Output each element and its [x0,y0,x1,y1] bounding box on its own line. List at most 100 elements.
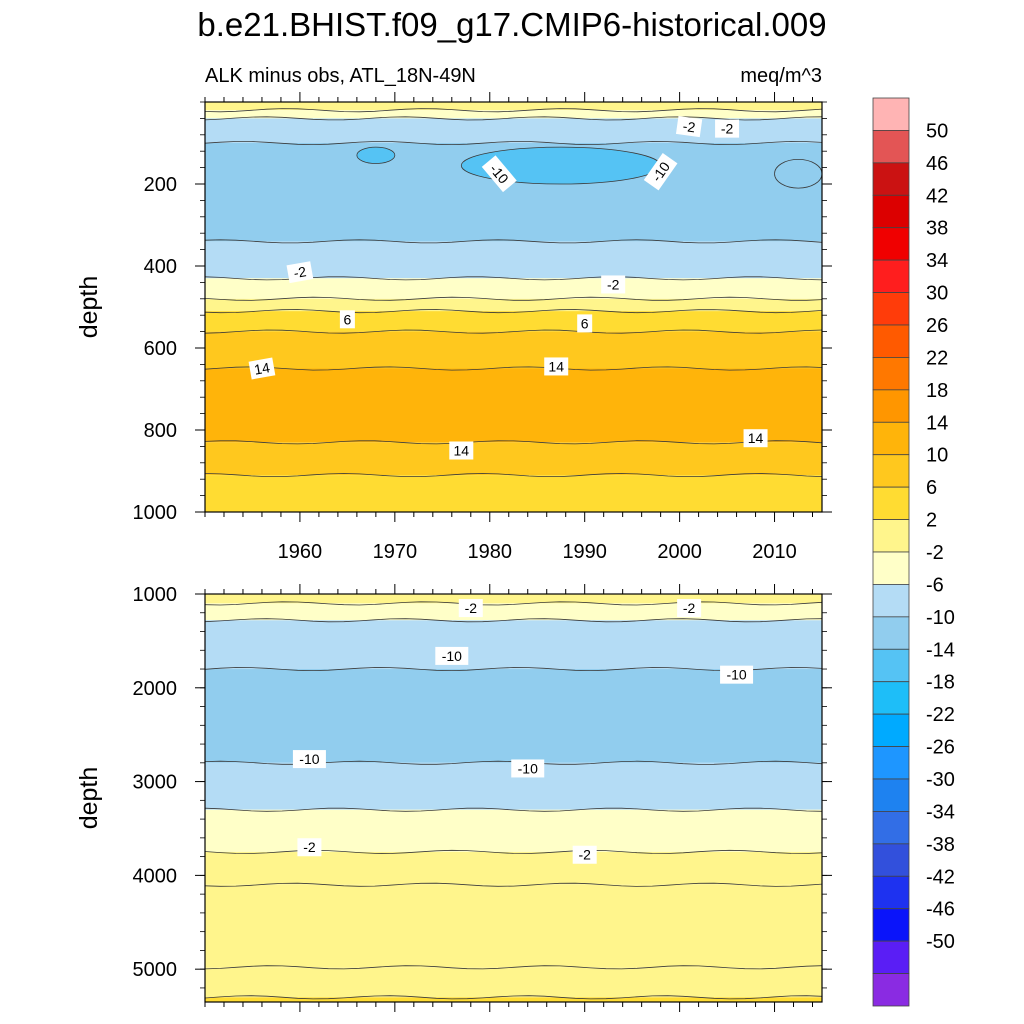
contour-label: 6 [340,310,355,328]
x-tick-label: 1970 [373,541,418,563]
svg-text:14: 14 [454,443,470,459]
svg-text:-2: -2 [465,600,478,616]
colorbar-label: 6 [926,477,937,499]
colorbar-label: 2 [926,510,937,532]
y-tick-label: 800 [144,420,177,442]
colorbar-swatch [873,390,909,422]
svg-text:-2: -2 [682,118,697,136]
y-tick-label: 2000 [133,678,178,700]
colorbar-swatch [873,779,909,811]
colorbar-label: 26 [926,315,948,337]
contour-label: 14 [744,429,768,447]
y-tick-label: 1000 [133,584,178,606]
y-tick-label: 3000 [133,772,178,794]
colorbar-swatch [873,747,909,779]
svg-text:14: 14 [548,358,564,374]
colorbar-label: 42 [926,185,948,207]
colorbar-label: 14 [926,412,948,434]
contour-label: -10 [511,759,544,777]
svg-text:-2: -2 [683,600,696,616]
colorbar-swatch [873,682,909,714]
contour-label: -10 [293,750,326,768]
x-tick-label: 1960 [278,541,323,563]
contour-band [205,885,822,968]
y-tick-label: 5000 [133,959,178,981]
svg-text:-10: -10 [726,667,746,683]
colorbar-swatch [873,649,909,681]
y-tick-label: 4000 [133,865,178,887]
colorbar-label: -2 [926,542,944,564]
y-axis-label: depth [75,767,103,830]
y-axis-label: depth [75,276,103,339]
colorbar-swatch [873,811,909,843]
contour-band [205,475,822,512]
colorbar-label: -30 [926,769,955,791]
svg-text:-2: -2 [607,276,620,292]
colorbar-label: 34 [926,250,948,272]
colorbar-label: -38 [926,834,955,856]
contour-label: -2 [573,846,597,864]
contour-label: -2 [601,275,625,293]
contour-band [205,311,822,332]
y-tick-label: 200 [144,174,177,196]
colorbar-swatch [873,130,909,162]
colorbar-swatch [873,876,909,908]
colorbar-swatch [873,98,909,130]
colorbar-swatch [873,195,909,227]
colorbar-swatch [873,974,909,1006]
colorbar-label: -42 [926,866,955,888]
colorbar-label: 18 [926,380,948,402]
colorbar-swatch [873,487,909,519]
upper-panel: 200 400 600 800 1000 1960 1970 1980 1990 2000 2010… [75,92,832,563]
lower-panel: 1000 2000 3000 4000 5000 depth -2 -2 -10 -10 -10 -1… [75,584,832,1012]
colorbar-swatch [873,357,909,389]
svg-text:-10: -10 [518,760,538,776]
colorbar-label: -46 [926,899,955,921]
colorbar-swatch [873,941,909,973]
colorbar-swatch [873,844,909,876]
colorbar-label: -6 [926,574,944,596]
svg-text:-2: -2 [721,121,734,137]
contour-band [205,967,822,997]
y-tick-label: 1000 [133,502,178,524]
colorbar-swatch [873,584,909,616]
svg-text:14: 14 [253,359,271,377]
colorbar-label: -34 [926,801,955,823]
contour-band [205,603,822,620]
contour-band [205,369,822,443]
colorbar-label: 46 [926,153,948,175]
svg-text:-10: -10 [442,648,462,664]
colorbar-label: 10 [926,445,948,467]
contour-core [357,147,395,163]
contour-band [205,852,822,885]
contour-band [205,620,822,669]
subtitle-right: meq/m^3 [740,65,822,87]
colorbar-swatch [873,163,909,195]
colorbar-swatch [873,422,909,454]
contour-label: -2 [297,838,321,856]
contour-label: -10 [720,666,753,684]
y-tick-label: 600 [144,338,177,360]
subtitle-left: ALK minus obs, ATL_18N-49N [205,65,476,87]
contour-label: -2 [676,116,702,137]
svg-text:-10: -10 [299,751,319,767]
contour-label: -10 [435,647,468,665]
contour-label: -2 [715,120,739,138]
colorbar-label: -26 [926,737,955,759]
colorbar-label: 30 [926,283,948,305]
contour-core [775,159,822,188]
colorbar-label: -10 [926,607,955,629]
colorbar-label: -14 [926,639,955,661]
svg-text:6: 6 [343,311,351,327]
contour-label: -2 [459,599,483,617]
contour-band [205,442,822,475]
y-tick-label: 400 [144,256,177,278]
figure: b.e21.BHIST.f09_g17.CMIP6-historical.009… [0,0,1024,1024]
colorbar-swatch [873,260,909,292]
colorbar-label: -22 [926,704,955,726]
x-tick-label: 1990 [562,541,607,563]
colorbar-label: 38 [926,218,948,240]
contour-label: -2 [677,599,701,617]
colorbar-label: -18 [926,672,955,694]
contour-label: 6 [577,314,592,332]
